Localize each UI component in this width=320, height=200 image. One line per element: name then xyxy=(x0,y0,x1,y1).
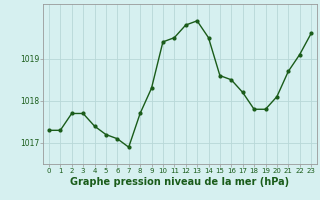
X-axis label: Graphe pression niveau de la mer (hPa): Graphe pression niveau de la mer (hPa) xyxy=(70,177,290,187)
